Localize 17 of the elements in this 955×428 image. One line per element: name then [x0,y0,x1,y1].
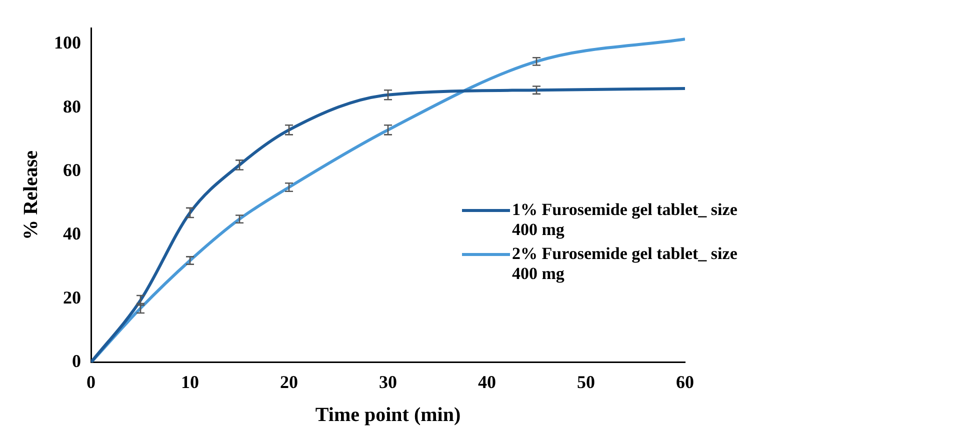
y-tick-label: 60 [63,160,81,180]
y-tick-label: 100 [54,32,81,53]
x-tick-label: 40 [478,372,496,392]
x-tick-label: 60 [676,372,694,392]
y-tick-label: 20 [63,287,81,308]
y-tick-label: 40 [63,224,81,244]
legend-label: 1% Furosemide gel tablet_ size 400 mg [512,200,738,240]
x-axis-title: Time point (min) [315,404,461,426]
x-tick-label: 20 [280,372,298,392]
x-tick-label: 10 [181,372,199,392]
y-axis-title: % Release [20,150,42,240]
y-tick-label: 80 [63,96,81,116]
legend-label: 2% Furosemide gel tablet_ size 400 mg [512,244,738,284]
x-tick-label: 0 [86,372,96,392]
x-tick-label: 30 [379,372,397,392]
x-tick-label: 50 [577,372,595,392]
y-tick-label: 0 [72,351,81,372]
